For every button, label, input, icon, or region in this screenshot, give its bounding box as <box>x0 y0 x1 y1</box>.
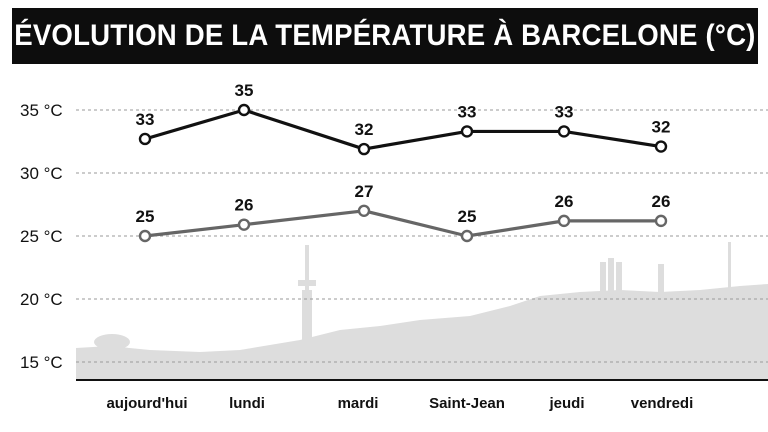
data-label: 33 <box>136 110 155 129</box>
data-label: 35 <box>235 81 254 100</box>
data-label: 25 <box>136 207 155 226</box>
series-2: 25 26 27 25 26 26 <box>136 182 671 243</box>
series-line <box>144 209 661 238</box>
data-label: 26 <box>652 192 671 211</box>
data-point <box>460 229 474 243</box>
data-label: 25 <box>458 207 477 226</box>
x-tick-label: jeudi <box>548 395 584 412</box>
skyline-ground <box>76 284 768 380</box>
data-point <box>357 142 371 156</box>
data-point <box>237 103 251 117</box>
data-label: 33 <box>458 102 477 121</box>
y-tick-label: 15 °C <box>20 353 63 372</box>
data-label: 33 <box>555 102 574 121</box>
y-tick-label: 35 °C <box>20 101 63 120</box>
x-tick-label: aujourd'hui <box>106 395 187 412</box>
x-axis: aujourd'hui lundi mardi Saint-Jean jeudi vend… <box>76 379 768 412</box>
series-group: 33 35 32 33 33 32 25 26 27 25 26 26 <box>136 81 671 243</box>
data-label: 32 <box>355 120 374 139</box>
series-line <box>144 108 662 151</box>
x-tick-label: Saint-Jean <box>429 395 505 412</box>
x-tick-label: vendredi <box>631 395 694 412</box>
building-spire <box>658 264 664 294</box>
x-tick-label: mardi <box>338 395 379 412</box>
antenna <box>728 242 731 290</box>
grid-lines <box>76 109 768 363</box>
tree <box>94 334 130 350</box>
tower-body <box>302 290 312 340</box>
data-point <box>654 214 668 228</box>
x-tick-label: lundi <box>229 395 265 412</box>
y-tick-label: 30 °C <box>20 164 63 183</box>
series-1: 33 35 32 33 33 32 <box>136 81 671 156</box>
data-point <box>237 218 251 231</box>
data-label: 26 <box>235 196 254 215</box>
data-point <box>557 125 571 138</box>
y-axis-ticks: 15 °C 20 °C 25 °C 30 °C 35 °C <box>20 101 63 372</box>
data-point <box>460 125 474 138</box>
tower-mast <box>305 245 309 295</box>
spire-3 <box>616 262 622 294</box>
data-point <box>138 229 152 243</box>
barcelona-skyline-silhouette <box>76 242 768 380</box>
chart-title-bar: ÉVOLUTION DE LA TEMPÉRATURE À BARCELONE … <box>12 8 758 64</box>
spire-1 <box>600 262 606 294</box>
tower-platform <box>298 280 316 286</box>
data-label: 32 <box>652 118 671 137</box>
y-tick-label: 25 °C <box>20 227 63 246</box>
chart-title: ÉVOLUTION DE LA TEMPÉRATURE À BARCELONE … <box>14 19 756 52</box>
spire-2 <box>608 258 614 294</box>
data-label: 27 <box>355 182 374 201</box>
y-tick-label: 20 °C <box>20 290 63 309</box>
data-point <box>357 204 371 218</box>
data-point <box>654 140 668 153</box>
data-point <box>557 214 571 228</box>
data-label: 26 <box>555 192 574 211</box>
data-point <box>138 132 152 146</box>
